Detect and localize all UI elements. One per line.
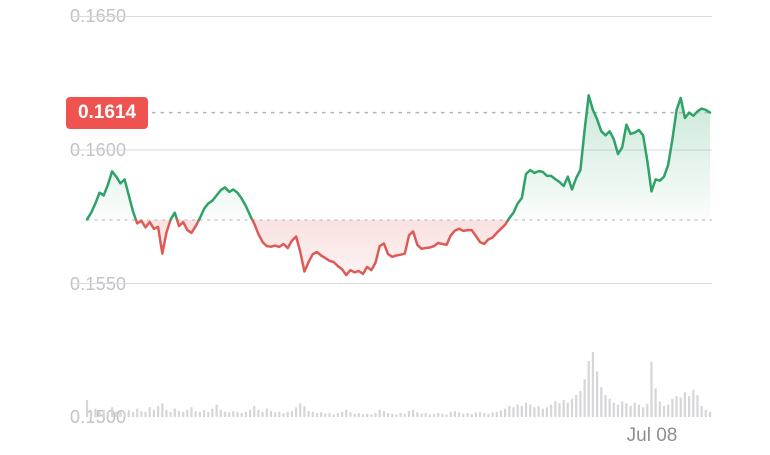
current-price-badge: 0.1614 (66, 97, 148, 129)
area-fills (87, 95, 710, 275)
price-line (85, 94, 712, 277)
volume-bars (85, 352, 712, 418)
x-axis-label: Jul 08 (626, 425, 678, 446)
